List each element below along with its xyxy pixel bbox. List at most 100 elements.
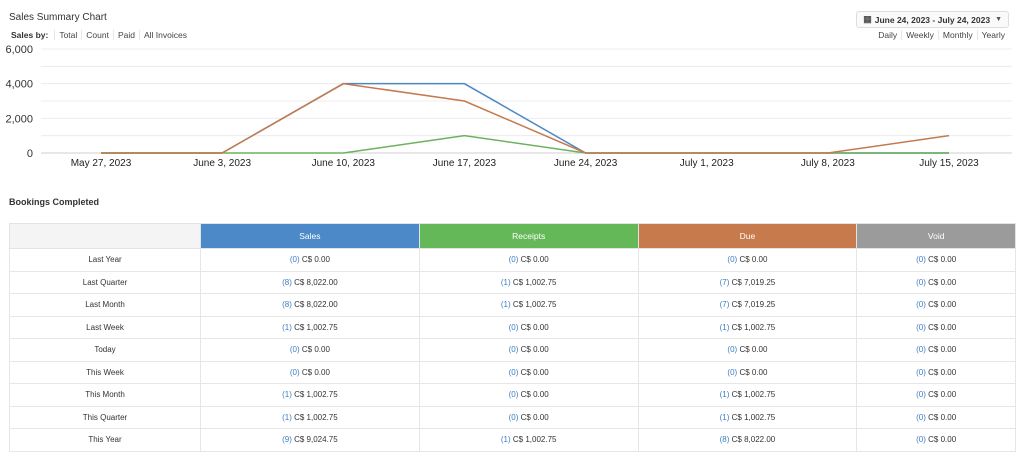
x-tick-label: June 24, 2023 (554, 158, 618, 169)
count-link[interactable]: (0) (727, 255, 738, 265)
void-cell: (0) C$ 0.00 (856, 338, 1016, 362)
sales-by-all-invoices[interactable]: All Invoices (139, 30, 191, 40)
count-link[interactable]: (0) (508, 412, 519, 422)
count-link[interactable]: (1) (719, 390, 730, 400)
amount-value: C$ 0.00 (520, 345, 549, 355)
count-link[interactable]: (0) (916, 300, 926, 310)
date-range-picker[interactable]: ▦ June 24, 2023 - July 24, 2023 ▼ (856, 11, 1009, 28)
due-cell: (0) C$ 0.00 (637, 360, 858, 384)
period-monthly[interactable]: Monthly (937, 30, 977, 40)
sales-cell: (1) C$ 1,002.75 (200, 315, 420, 339)
amount-value: C$ 0.00 (928, 322, 957, 332)
count-link[interactable]: (7) (719, 300, 730, 310)
table-row: Last Year (0) C$ 0.00 (0) C$ 0.00 (0) C$ 0.… (9, 248, 1016, 272)
period-yearly[interactable]: Yearly (976, 30, 1009, 40)
series-line-1 (101, 134, 949, 154)
count-link[interactable]: (1) (282, 412, 292, 422)
count-link[interactable]: (1) (500, 435, 511, 445)
row-label: Today (9, 338, 201, 362)
amount-value: C$ 1,002.75 (512, 277, 557, 287)
sales-cell: (1) C$ 1,002.75 (200, 383, 420, 407)
header-blank (9, 223, 201, 249)
count-link[interactable]: (0) (916, 367, 926, 377)
amount-value: C$ 1,002.75 (294, 412, 338, 422)
x-tick-label: June 3, 2023 (193, 158, 251, 169)
period-weekly[interactable]: Weekly (901, 30, 938, 40)
receipts-cell: (1) C$ 1,002.75 (418, 428, 639, 452)
due-cell: (1) C$ 1,002.75 (637, 383, 858, 407)
amount-value: C$ 1,002.75 (512, 435, 557, 445)
count-link[interactable]: (0) (916, 390, 926, 400)
table-row: This Year (9) C$ 9,024.75 (1) C$ 1,002.75(… (9, 428, 1016, 452)
amount-value: C$ 0.00 (520, 390, 549, 400)
row-label: This Year (9, 428, 201, 452)
y-tick-label: 2,000 (5, 113, 33, 125)
count-link[interactable]: (1) (282, 322, 292, 332)
amount-value: C$ 8,022.00 (294, 277, 338, 287)
period-daily[interactable]: Daily (878, 30, 898, 40)
row-label: Last Month (9, 293, 201, 317)
count-link[interactable]: (0) (508, 345, 519, 355)
receipts-cell: (1) C$ 1,002.75 (418, 270, 639, 294)
due-cell: (1) C$ 1,002.75 (637, 315, 858, 339)
count-link[interactable]: (1) (282, 390, 292, 400)
amount-value: C$ 9,024.75 (294, 435, 338, 445)
count-link[interactable]: (8) (282, 277, 292, 287)
count-link[interactable]: (0) (508, 322, 519, 332)
bookings-title: Bookings Completed (9, 197, 100, 207)
row-label: This Quarter (9, 405, 201, 429)
amount-value: C$ 1,002.75 (512, 300, 557, 310)
x-tick-label: May 27, 2023 (71, 158, 132, 169)
y-tick-label: 0 (27, 148, 33, 160)
count-link[interactable]: (0) (916, 255, 926, 265)
count-link[interactable]: (0) (916, 345, 926, 355)
sales-cell: (1) C$ 1,002.75 (200, 405, 420, 429)
header-sales: Sales (200, 223, 420, 249)
count-link[interactable]: (0) (289, 255, 300, 265)
count-link[interactable]: (0) (289, 367, 300, 377)
count-link[interactable]: (0) (508, 367, 519, 377)
count-link[interactable]: (7) (719, 277, 730, 287)
count-link[interactable]: (0) (727, 367, 738, 377)
amount-value: C$ 1,002.75 (731, 390, 776, 400)
count-link[interactable]: (0) (727, 345, 738, 355)
table-row: This Week (0) C$ 0.00 (0) C$ 0.00 (0) C$ 0.… (9, 360, 1016, 384)
sales-by-count[interactable]: Count (81, 30, 113, 40)
amount-value: C$ 0.00 (928, 367, 957, 377)
count-link[interactable]: (9) (282, 435, 292, 445)
receipts-cell: (0) C$ 0.00 (418, 360, 639, 384)
sales-by-paid[interactable]: Paid (112, 30, 139, 40)
count-link[interactable]: (0) (289, 345, 300, 355)
count-link[interactable]: (0) (916, 412, 926, 422)
count-link[interactable]: (0) (916, 322, 926, 332)
calendar-icon: ▦ (863, 14, 872, 24)
count-link[interactable]: (1) (719, 412, 730, 422)
due-cell: (8) C$ 8,022.00 (637, 428, 858, 452)
header-due: Due (637, 223, 858, 249)
sales-by-total[interactable]: Total (54, 30, 81, 40)
x-tick-label: July 1, 2023 (680, 158, 734, 169)
amount-value: C$ 7,019.25 (731, 277, 776, 287)
y-tick-label: 4,000 (5, 79, 33, 91)
count-link[interactable]: (0) (508, 390, 519, 400)
void-cell: (0) C$ 0.00 (856, 383, 1016, 407)
count-link[interactable]: (1) (500, 277, 511, 287)
count-link[interactable]: (0) (916, 435, 926, 445)
count-link[interactable]: (1) (500, 300, 511, 310)
count-link[interactable]: (8) (719, 435, 730, 445)
count-link[interactable]: (0) (508, 255, 519, 265)
amount-value: C$ 0.00 (520, 322, 549, 332)
count-link[interactable]: (1) (719, 322, 730, 332)
header-receipts: Receipts (418, 223, 639, 249)
header-void: Void (856, 223, 1016, 249)
amount-value: C$ 0.00 (520, 412, 549, 422)
count-link[interactable]: (8) (282, 300, 292, 310)
row-label: Last Quarter (9, 270, 201, 294)
count-link[interactable]: (0) (916, 277, 926, 287)
table-row: Today (0) C$ 0.00 (0) C$ 0.00 (0) C$ 0.00 (0… (9, 338, 1016, 362)
void-cell: (0) C$ 0.00 (856, 270, 1016, 294)
receipts-cell: (0) C$ 0.00 (418, 315, 639, 339)
chevron-down-icon: ▼ (995, 16, 1002, 23)
sales-cell: (8) C$ 8,022.00 (200, 293, 420, 317)
x-tick-label: June 10, 2023 (312, 158, 376, 169)
